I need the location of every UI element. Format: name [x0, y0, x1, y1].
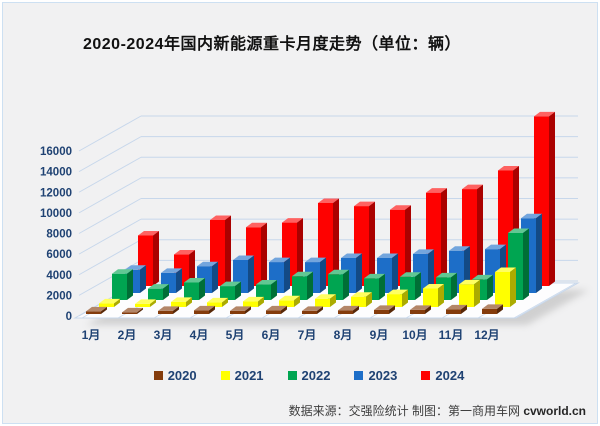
brand-text: cvworld.cn: [523, 404, 586, 418]
bar-2020-7月: [302, 306, 323, 314]
legend-item-2024: 2024: [421, 368, 464, 383]
x-axis-label: 7月: [298, 328, 317, 342]
legend-item-2021: 2021: [220, 368, 264, 383]
series-2022: [112, 228, 529, 300]
bar-2020-6月: [266, 305, 287, 314]
legend-swatch: [354, 371, 364, 380]
bar-2021-9月: [387, 289, 408, 307]
bar-2021-10月: [423, 283, 444, 307]
source-text: 数据来源：交强险统计 制图：第一商用车网: [288, 404, 524, 418]
x-axis-label: 11月: [439, 328, 464, 342]
bar-2021-11月: [459, 279, 480, 307]
y-axis-tick-label: 0: [66, 311, 72, 323]
bar-2022-7月: [328, 269, 349, 300]
y-axis-tick-label: 14000: [40, 167, 72, 179]
bar-2020-4月: [194, 305, 215, 314]
data-source-note: 数据来源：交强险统计 制图：第一商用车网 cvworld.cn: [289, 402, 586, 419]
bar-2020-10月: [410, 305, 431, 314]
x-axis: 1月 2月 3月 4月 5月 6月 7月 8月 9月 10月 11月 12月: [82, 328, 500, 342]
bar-2022-2月: [148, 284, 169, 300]
bar-2022-1月: [112, 269, 133, 300]
y-axis-tick-label: 10000: [40, 208, 72, 220]
bar-2020-9月: [374, 305, 395, 314]
bar-2020-5月: [230, 306, 251, 314]
bar-2020-1月: [86, 306, 107, 314]
chart-title: 2020-2024年国内新能源重卡月度走势（单位：辆）: [82, 36, 462, 53]
y-axis-tick-label: 6000: [46, 249, 72, 261]
y-axis-tick-label: 2000: [46, 290, 72, 302]
x-axis-label: 1月: [82, 328, 101, 342]
bar-2021-12月: [495, 267, 516, 307]
y-axis: 0 2000 4000 6000 8000 10000 12000 14000 16000: [40, 146, 72, 323]
legend-item-2022: 2022: [287, 368, 331, 383]
chart-legend: 2020 2021 2022 2023 2024: [2, 368, 598, 383]
bar-2022-12月: [508, 228, 529, 300]
bar-2022-6月: [292, 271, 313, 300]
bar-2021-7月: [315, 294, 336, 307]
bar-2022-3月: [184, 277, 205, 300]
legend-item-2020: 2020: [153, 368, 197, 383]
legend-label: 2023: [368, 368, 398, 383]
legend-label: 2022: [301, 368, 331, 383]
bar-2021-1月: [99, 298, 120, 307]
bar-2022-4月: [220, 281, 241, 300]
x-axis-label: 12月: [474, 328, 499, 342]
x-axis-label: 2月: [118, 328, 137, 342]
legend-swatch: [153, 371, 163, 380]
bar-2021-4月: [207, 297, 228, 307]
legend-label: 2020: [167, 368, 197, 383]
bar-2020-12月: [482, 304, 503, 314]
legend-item-2023: 2023: [354, 368, 397, 383]
bar-2021-3月: [171, 297, 192, 307]
x-axis-label: 10月: [402, 328, 427, 342]
bar-2022-5月: [256, 280, 277, 300]
series-2020: [86, 304, 503, 314]
y-axis-tick-label: 16000: [40, 146, 72, 158]
bar-2021-2月: [135, 299, 156, 307]
legend-swatch: [287, 371, 297, 380]
bar-2020-2月: [122, 307, 143, 314]
x-axis-label: 6月: [262, 328, 281, 342]
bar-2020-3月: [158, 306, 179, 314]
bar-2021-8月: [351, 292, 372, 307]
legend-swatch: [220, 371, 230, 380]
bar-2021-5月: [243, 296, 264, 307]
series-2021: [99, 267, 516, 307]
y-axis-tick-label: 8000: [46, 229, 72, 241]
legend-label: 2024: [435, 368, 465, 383]
legend-swatch: [421, 371, 431, 380]
x-axis-label: 4月: [190, 328, 209, 342]
x-axis-label: 3月: [154, 328, 173, 342]
bar-2020-11月: [446, 304, 467, 314]
y-axis-tick-label: 4000: [46, 270, 72, 282]
y-axis-tick-label: 12000: [40, 187, 72, 199]
x-axis-label: 8月: [334, 328, 353, 342]
legend-label: 2021: [234, 368, 264, 383]
x-axis-label: 9月: [370, 328, 389, 342]
bar-2021-6月: [279, 295, 300, 307]
bar-2020-8月: [338, 305, 359, 314]
x-axis-label: 5月: [226, 328, 245, 342]
